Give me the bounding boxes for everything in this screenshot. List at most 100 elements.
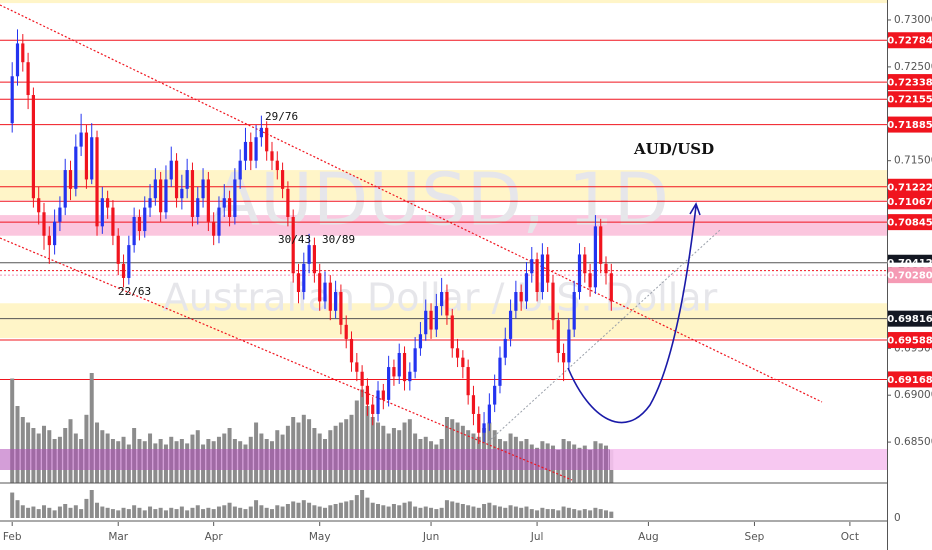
candle-body [42,212,46,236]
candle-body [381,390,385,400]
candle-body [334,292,338,311]
candle-body [599,226,603,264]
candle-body [280,170,285,189]
volume-bar [354,400,359,483]
candle-body [349,338,354,363]
symbol-label: AUD/USD [633,140,714,158]
time-axis-bg [0,522,887,550]
oscillator-bar [158,507,163,518]
oscillator-bar [296,502,301,518]
oscillator-bar [110,509,115,518]
volume-bar [89,373,94,483]
oscillator-bar [598,509,603,518]
level-box [888,267,932,284]
oscillator-bar [275,505,280,518]
oscillator-bar [36,509,41,518]
projection-arrow [689,202,701,216]
candle-body [604,263,608,274]
oscillator-bar [535,510,540,518]
candle-body [551,282,555,321]
oscillator-bar [84,498,89,518]
candle-body [90,137,94,180]
trend-line [0,237,573,481]
oscillator-bar [57,506,62,518]
candle-body [387,367,391,400]
candle-body [514,292,518,311]
oscillator-bar [31,506,36,518]
oscillator-bar [423,506,428,518]
level-box [888,214,932,231]
oscillator-bar [100,506,105,518]
oscillator-bar [238,507,243,518]
candle-body [95,137,99,227]
candle-body [402,352,407,382]
candle-body [567,329,571,363]
candle-body [233,179,237,217]
oscillator-bar [169,507,174,518]
candle-body [164,179,168,213]
candle-body [243,141,248,161]
level-label: 0.70280 [887,271,932,282]
candle-body [365,385,370,405]
volume-bar [15,406,20,483]
oscillator-bar [163,510,168,518]
candle-body [291,216,295,274]
level-label: 0.71222 [887,182,932,193]
oscillator-bar [206,507,211,518]
x-tick-label: Feb [3,531,22,543]
oscillator-bar [323,507,328,518]
candle-body [190,170,195,217]
level-label: 0.72784 [887,36,932,47]
oscillator-bar [391,504,396,518]
oscillator-bar [301,500,306,518]
candle-body [275,160,279,171]
candle-body [153,179,157,199]
candle-body [68,170,73,189]
candle-body [31,95,36,199]
level-label: 0.71885 [887,120,932,131]
oscillator-bar [503,507,508,518]
candle-body [440,292,444,307]
oscillator-bar [195,505,200,518]
candle-body [127,245,131,278]
candle-body [455,348,460,358]
oscillator-bar [508,505,513,518]
oscillator-bar [105,507,110,518]
candle-body [583,254,587,274]
candle-body [249,141,253,161]
candle-body [222,198,226,208]
candle-body [111,207,115,236]
candle-body [196,198,200,217]
oscillator-bar [68,507,73,518]
candle-body [206,179,210,222]
oscillator-bar [344,501,349,518]
oscillator-bar [79,509,84,518]
candle-body [450,315,454,349]
candle-body [217,207,221,236]
candle-body [37,198,41,213]
x-tick-label: Aug [638,531,659,543]
oscillator-bar [476,507,481,518]
oscillator-bar [26,507,31,518]
oscillator-bar [418,507,423,518]
candle-body [318,273,322,302]
oscillator-bar [434,509,439,518]
volume-bar [360,389,365,483]
oscillator-bar [492,505,497,518]
level-label: 0.69588 [887,336,932,347]
x-tick-label: Apr [205,531,224,543]
oscillator-bar [604,510,609,518]
oscillator-bar [609,511,614,518]
candle-body [434,306,438,330]
zone [0,303,887,338]
oscillator-bar [455,502,460,518]
candle-body [137,216,142,232]
oscillator-bar [466,505,471,518]
oscillator-bar [153,509,158,518]
x-tick-label: May [309,531,331,543]
oscillator-bar [370,502,375,518]
level-box [888,116,932,133]
oscillator-bar [402,502,407,518]
